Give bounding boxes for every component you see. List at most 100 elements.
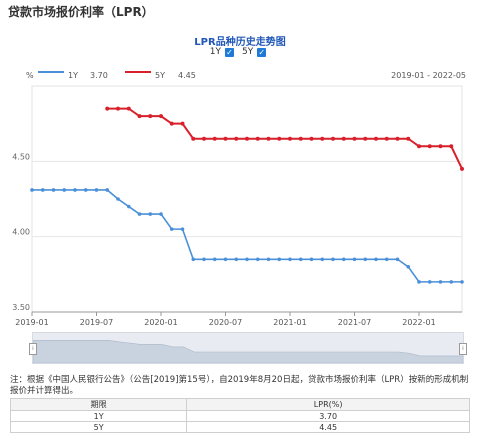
- data-point-5y[interactable]: [234, 136, 239, 141]
- data-point-5y[interactable]: [137, 114, 142, 119]
- data-point-1y[interactable]: [309, 257, 314, 262]
- x-tick-label: 2020-07: [209, 318, 242, 327]
- page-title: 贷款市场报价利率（LPR）: [8, 5, 154, 19]
- data-point-5y[interactable]: [341, 136, 346, 141]
- data-point-1y[interactable]: [255, 257, 260, 262]
- toggle-1y-checkbox[interactable]: ✓: [225, 47, 234, 57]
- y-tick-label: 4.00: [12, 228, 30, 237]
- data-point-5y[interactable]: [374, 136, 378, 141]
- data-point-1y[interactable]: [384, 257, 389, 262]
- axis-layer: 3.50 4.00 4.50 2019-01 2019-07 2020-01 2020-07…: [12, 152, 462, 327]
- data-point-1y[interactable]: [352, 257, 357, 262]
- toggle-5y-checkbox[interactable]: ✓: [257, 47, 267, 57]
- data-point-1y[interactable]: [363, 257, 368, 262]
- legend-1y-name: 1Y: [68, 71, 78, 80]
- data-point-1y[interactable]: [30, 188, 34, 192]
- data-point-5y[interactable]: [427, 144, 432, 149]
- chart-title: LPR品种历史走势图: [194, 37, 286, 48]
- data-point-5y[interactable]: [438, 144, 443, 149]
- data-point-5y[interactable]: [309, 136, 314, 141]
- data-point-1y[interactable]: [417, 280, 421, 284]
- data-point-1y[interactable]: [212, 257, 217, 262]
- legend-1y-swatch: [38, 71, 64, 73]
- data-point-5y[interactable]: [159, 114, 163, 119]
- data-point-5y[interactable]: [266, 136, 271, 141]
- legend-5y-swatch: [125, 71, 151, 73]
- data-point-1y[interactable]: [298, 257, 303, 262]
- data-point-5y[interactable]: [105, 106, 110, 111]
- data-point-1y[interactable]: [148, 212, 153, 216]
- unit-label: %: [26, 71, 34, 80]
- data-point-5y[interactable]: [255, 136, 260, 141]
- data-point-1y[interactable]: [180, 227, 185, 231]
- data-point-1y[interactable]: [62, 188, 67, 192]
- data-point-1y[interactable]: [266, 257, 271, 262]
- data-point-5y[interactable]: [417, 144, 421, 149]
- data-point-1y[interactable]: [126, 204, 131, 209]
- data-point-1y[interactable]: [94, 188, 99, 192]
- data-point-1y[interactable]: [288, 257, 292, 262]
- data-point-5y[interactable]: [331, 136, 335, 141]
- data-point-1y[interactable]: [51, 188, 56, 192]
- x-tick-label: 2019-07: [80, 318, 113, 327]
- data-point-5y[interactable]: [116, 106, 120, 111]
- data-point-1y[interactable]: [105, 188, 110, 192]
- data-point-5y[interactable]: [320, 136, 325, 141]
- table-cell-rate: 4.45: [186, 421, 470, 433]
- navigator-right-handle[interactable]: ⁞: [459, 343, 467, 355]
- table-cell-rate: 3.70: [186, 410, 470, 422]
- data-point-1y[interactable]: [449, 280, 454, 284]
- data-point-1y[interactable]: [223, 257, 228, 262]
- data-point-1y[interactable]: [245, 257, 249, 262]
- data-point-1y[interactable]: [395, 257, 400, 262]
- data-point-5y[interactable]: [363, 136, 368, 141]
- series-toggle: 1Y ✓ 5Y ✓: [0, 47, 480, 57]
- data-point-5y[interactable]: [298, 136, 303, 141]
- data-point-5y[interactable]: [180, 121, 185, 126]
- data-point-5y[interactable]: [223, 136, 228, 141]
- data-point-1y[interactable]: [169, 227, 174, 231]
- data-point-1y[interactable]: [159, 212, 163, 216]
- data-point-5y[interactable]: [277, 136, 282, 141]
- series-layer: [30, 106, 464, 284]
- data-point-1y[interactable]: [40, 188, 45, 192]
- data-point-5y[interactable]: [148, 114, 153, 119]
- data-point-1y[interactable]: [331, 257, 335, 262]
- data-point-1y[interactable]: [427, 280, 432, 284]
- toggle-5y-label: 5Y: [242, 47, 254, 57]
- data-point-1y[interactable]: [320, 257, 325, 262]
- data-point-5y[interactable]: [245, 136, 249, 141]
- data-point-1y[interactable]: [341, 257, 346, 262]
- data-point-5y[interactable]: [288, 136, 292, 141]
- data-point-5y[interactable]: [212, 136, 217, 141]
- data-point-5y[interactable]: [191, 136, 196, 141]
- grid-layer: [31, 85, 463, 313]
- data-point-5y[interactable]: [449, 144, 454, 149]
- data-point-1y[interactable]: [277, 257, 282, 262]
- data-point-1y[interactable]: [202, 257, 206, 262]
- data-point-5y[interactable]: [352, 136, 357, 141]
- data-point-5y[interactable]: [202, 136, 206, 141]
- range-navigator[interactable]: ⁞ ⁞: [29, 332, 467, 364]
- data-point-1y[interactable]: [73, 188, 77, 192]
- navigator-left-handle[interactable]: ⁞: [29, 343, 37, 355]
- data-point-5y[interactable]: [406, 136, 411, 141]
- data-point-5y[interactable]: [126, 106, 131, 111]
- data-point-1y[interactable]: [83, 188, 88, 192]
- data-point-1y[interactable]: [374, 257, 378, 262]
- y-tick-label: 3.50: [12, 303, 30, 312]
- data-point-1y[interactable]: [406, 265, 411, 269]
- data-point-5y[interactable]: [384, 136, 389, 141]
- table-row: 1Y 3.70: [9, 410, 470, 422]
- data-point-1y[interactable]: [438, 280, 443, 284]
- data-point-5y[interactable]: [395, 136, 400, 141]
- data-point-5y[interactable]: [460, 166, 464, 171]
- navigator-preview: [33, 340, 463, 363]
- x-tick-label: 2021-07: [338, 318, 371, 327]
- data-point-1y[interactable]: [191, 257, 196, 262]
- data-point-5y[interactable]: [169, 121, 174, 126]
- data-point-1y[interactable]: [137, 212, 142, 216]
- data-point-1y[interactable]: [460, 280, 464, 284]
- data-point-1y[interactable]: [116, 197, 120, 201]
- data-point-1y[interactable]: [234, 257, 239, 262]
